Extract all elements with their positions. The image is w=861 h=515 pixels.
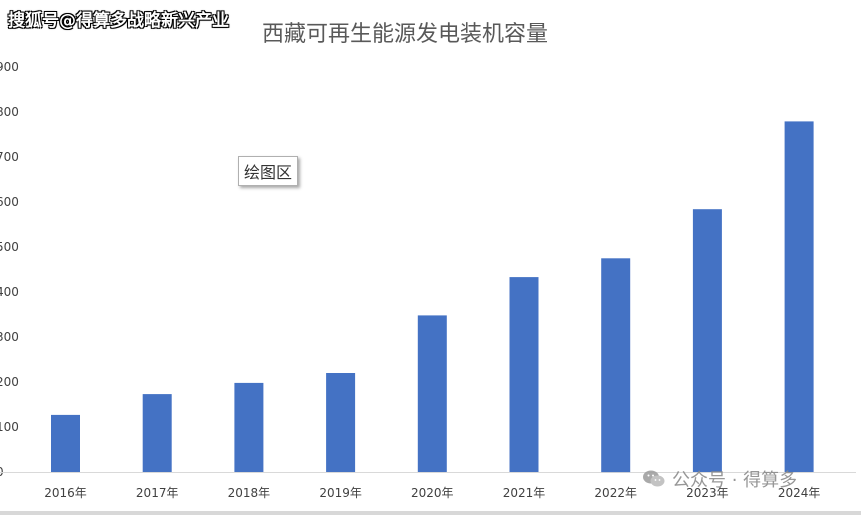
x-tick-label: 2020年 — [411, 486, 454, 500]
plot-area-tooltip: 绘图区 — [238, 156, 299, 186]
bar-series — [51, 121, 814, 473]
y-tick-label: 700 — [0, 150, 19, 164]
x-tick-label: 2023年 — [686, 486, 729, 500]
bar-2022年[interactable] — [601, 258, 631, 473]
y-tick-label: 100 — [0, 420, 19, 434]
x-tick-label: 2016年 — [44, 486, 87, 500]
y-tick-label: 300 — [0, 330, 19, 344]
x-tick-label: 2021年 — [503, 486, 546, 500]
y-tick-label: 500 — [0, 240, 19, 254]
y-axis-ticks: 0100200300400500600700800900 — [0, 60, 19, 479]
x-tick-label: 2019年 — [319, 486, 362, 500]
x-tick-label: 2022年 — [594, 486, 637, 500]
y-tick-label: 900 — [0, 60, 19, 74]
bar-2019年[interactable] — [326, 373, 356, 472]
wechat-icon — [643, 470, 665, 487]
bar-2021年[interactable] — [509, 277, 539, 472]
chart-title: 西藏可再生能源发电装机容量 — [262, 22, 549, 47]
wechat-watermark-text: 公众号 · 得算多 — [672, 470, 798, 491]
wechat-watermark: 公众号 · 得算多 — [642, 466, 797, 492]
source-watermark: 搜狐号@得算多战略新兴产业 — [8, 11, 229, 31]
x-axis-labels: 2016年 2017年 2018年 2019年 2020年 2021年 2022年 2023年… — [44, 486, 820, 500]
bar-2016年[interactable] — [51, 414, 80, 472]
bar-2023年[interactable] — [692, 209, 722, 472]
bar-2017年[interactable] — [142, 394, 172, 472]
y-tick-label: 200 — [0, 375, 19, 389]
bar-2024年[interactable] — [784, 121, 814, 473]
y-tick-label: 800 — [0, 105, 19, 119]
bar-2020年[interactable] — [417, 315, 447, 472]
bar-2018年[interactable] — [234, 382, 264, 472]
x-tick-label: 2018年 — [228, 486, 271, 500]
bottom-border — [0, 511, 861, 515]
y-tick-label: 400 — [0, 285, 19, 299]
y-tick-label: 600 — [0, 195, 19, 209]
x-tick-label: 2024年 — [778, 486, 821, 500]
x-tick-label: 2017年 — [136, 486, 179, 500]
